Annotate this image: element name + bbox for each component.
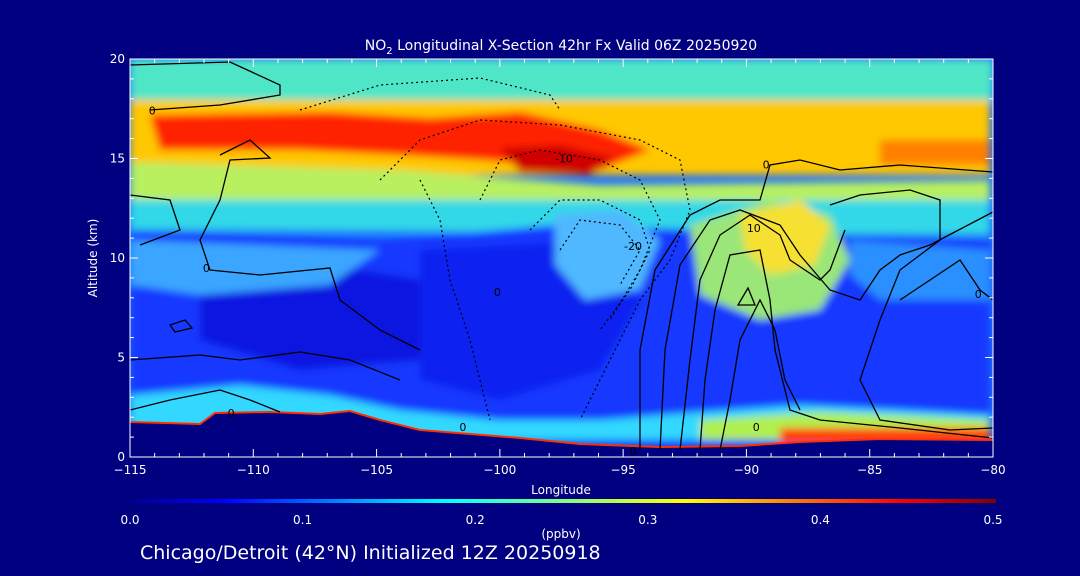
x-axis-label: Longitude <box>531 483 591 497</box>
y-axis: 0 5 10 15 20 <box>110 52 993 464</box>
y-tick-label: 5 <box>117 351 125 365</box>
chart-title: NO2 Longitudinal X-Section 42hr Fx Valid… <box>365 38 757 57</box>
contour-label: 0 <box>459 421 466 434</box>
colorbar-tick-label: 0.0 <box>120 513 139 527</box>
contour-label: 0 <box>630 445 637 458</box>
colorbar-gradient <box>130 499 996 503</box>
contour-label: 0 <box>975 288 982 301</box>
contour-label: 10 <box>747 222 761 235</box>
x-tick-label: −80 <box>980 463 1005 477</box>
colorbar-tick-label: 0.5 <box>983 513 1002 527</box>
x-tick-label: −90 <box>734 463 759 477</box>
x-tick-label: −85 <box>857 463 882 477</box>
contour-labels: 0 -10 0 10 -20 0 0 0 0 0 0 0 <box>149 105 982 458</box>
contour-label: -10 <box>555 153 573 166</box>
contour-label: 0 <box>494 286 501 299</box>
colorbar-ticks: 0.0 0.1 0.2 0.3 0.4 0.5 <box>120 513 1002 527</box>
colorbar-tick-label: 0.4 <box>811 513 830 527</box>
y-tick-label: 0 <box>117 450 125 464</box>
colorbar-label: (ppbv) <box>541 527 580 541</box>
x-tick-label: −95 <box>610 463 635 477</box>
contour-label: 0 <box>763 158 770 171</box>
caption: Chicago/Detroit (42°N) Initialized 12Z 2… <box>140 542 601 564</box>
x-tick-label: −115 <box>114 463 147 477</box>
contour-label: 0 <box>149 105 156 118</box>
y-tick-label: 15 <box>110 152 125 166</box>
x-tick-label: −100 <box>483 463 516 477</box>
x-tick-label: −105 <box>360 463 393 477</box>
y-axis-label: Altitude (km) <box>86 219 100 298</box>
y-tick-label: 20 <box>110 52 125 66</box>
colorbar-tick-label: 0.2 <box>466 513 485 527</box>
contour-label: 0 <box>203 262 210 275</box>
colorbar-tick-label: 0.3 <box>638 513 657 527</box>
x-axis: −115 −110 −105 −100 −95 −90 −85 −80 <box>114 59 1006 477</box>
contour-label: -20 <box>624 240 642 253</box>
contour-label: 0 <box>228 407 235 420</box>
colorbar-tick-label: 0.1 <box>293 513 312 527</box>
heatmap-field: 0 -10 0 10 -20 0 0 0 0 0 0 0 <box>130 59 993 458</box>
y-tick-label: 10 <box>110 251 125 265</box>
x-tick-label: −110 <box>237 463 270 477</box>
contour-label: 0 <box>753 421 760 434</box>
